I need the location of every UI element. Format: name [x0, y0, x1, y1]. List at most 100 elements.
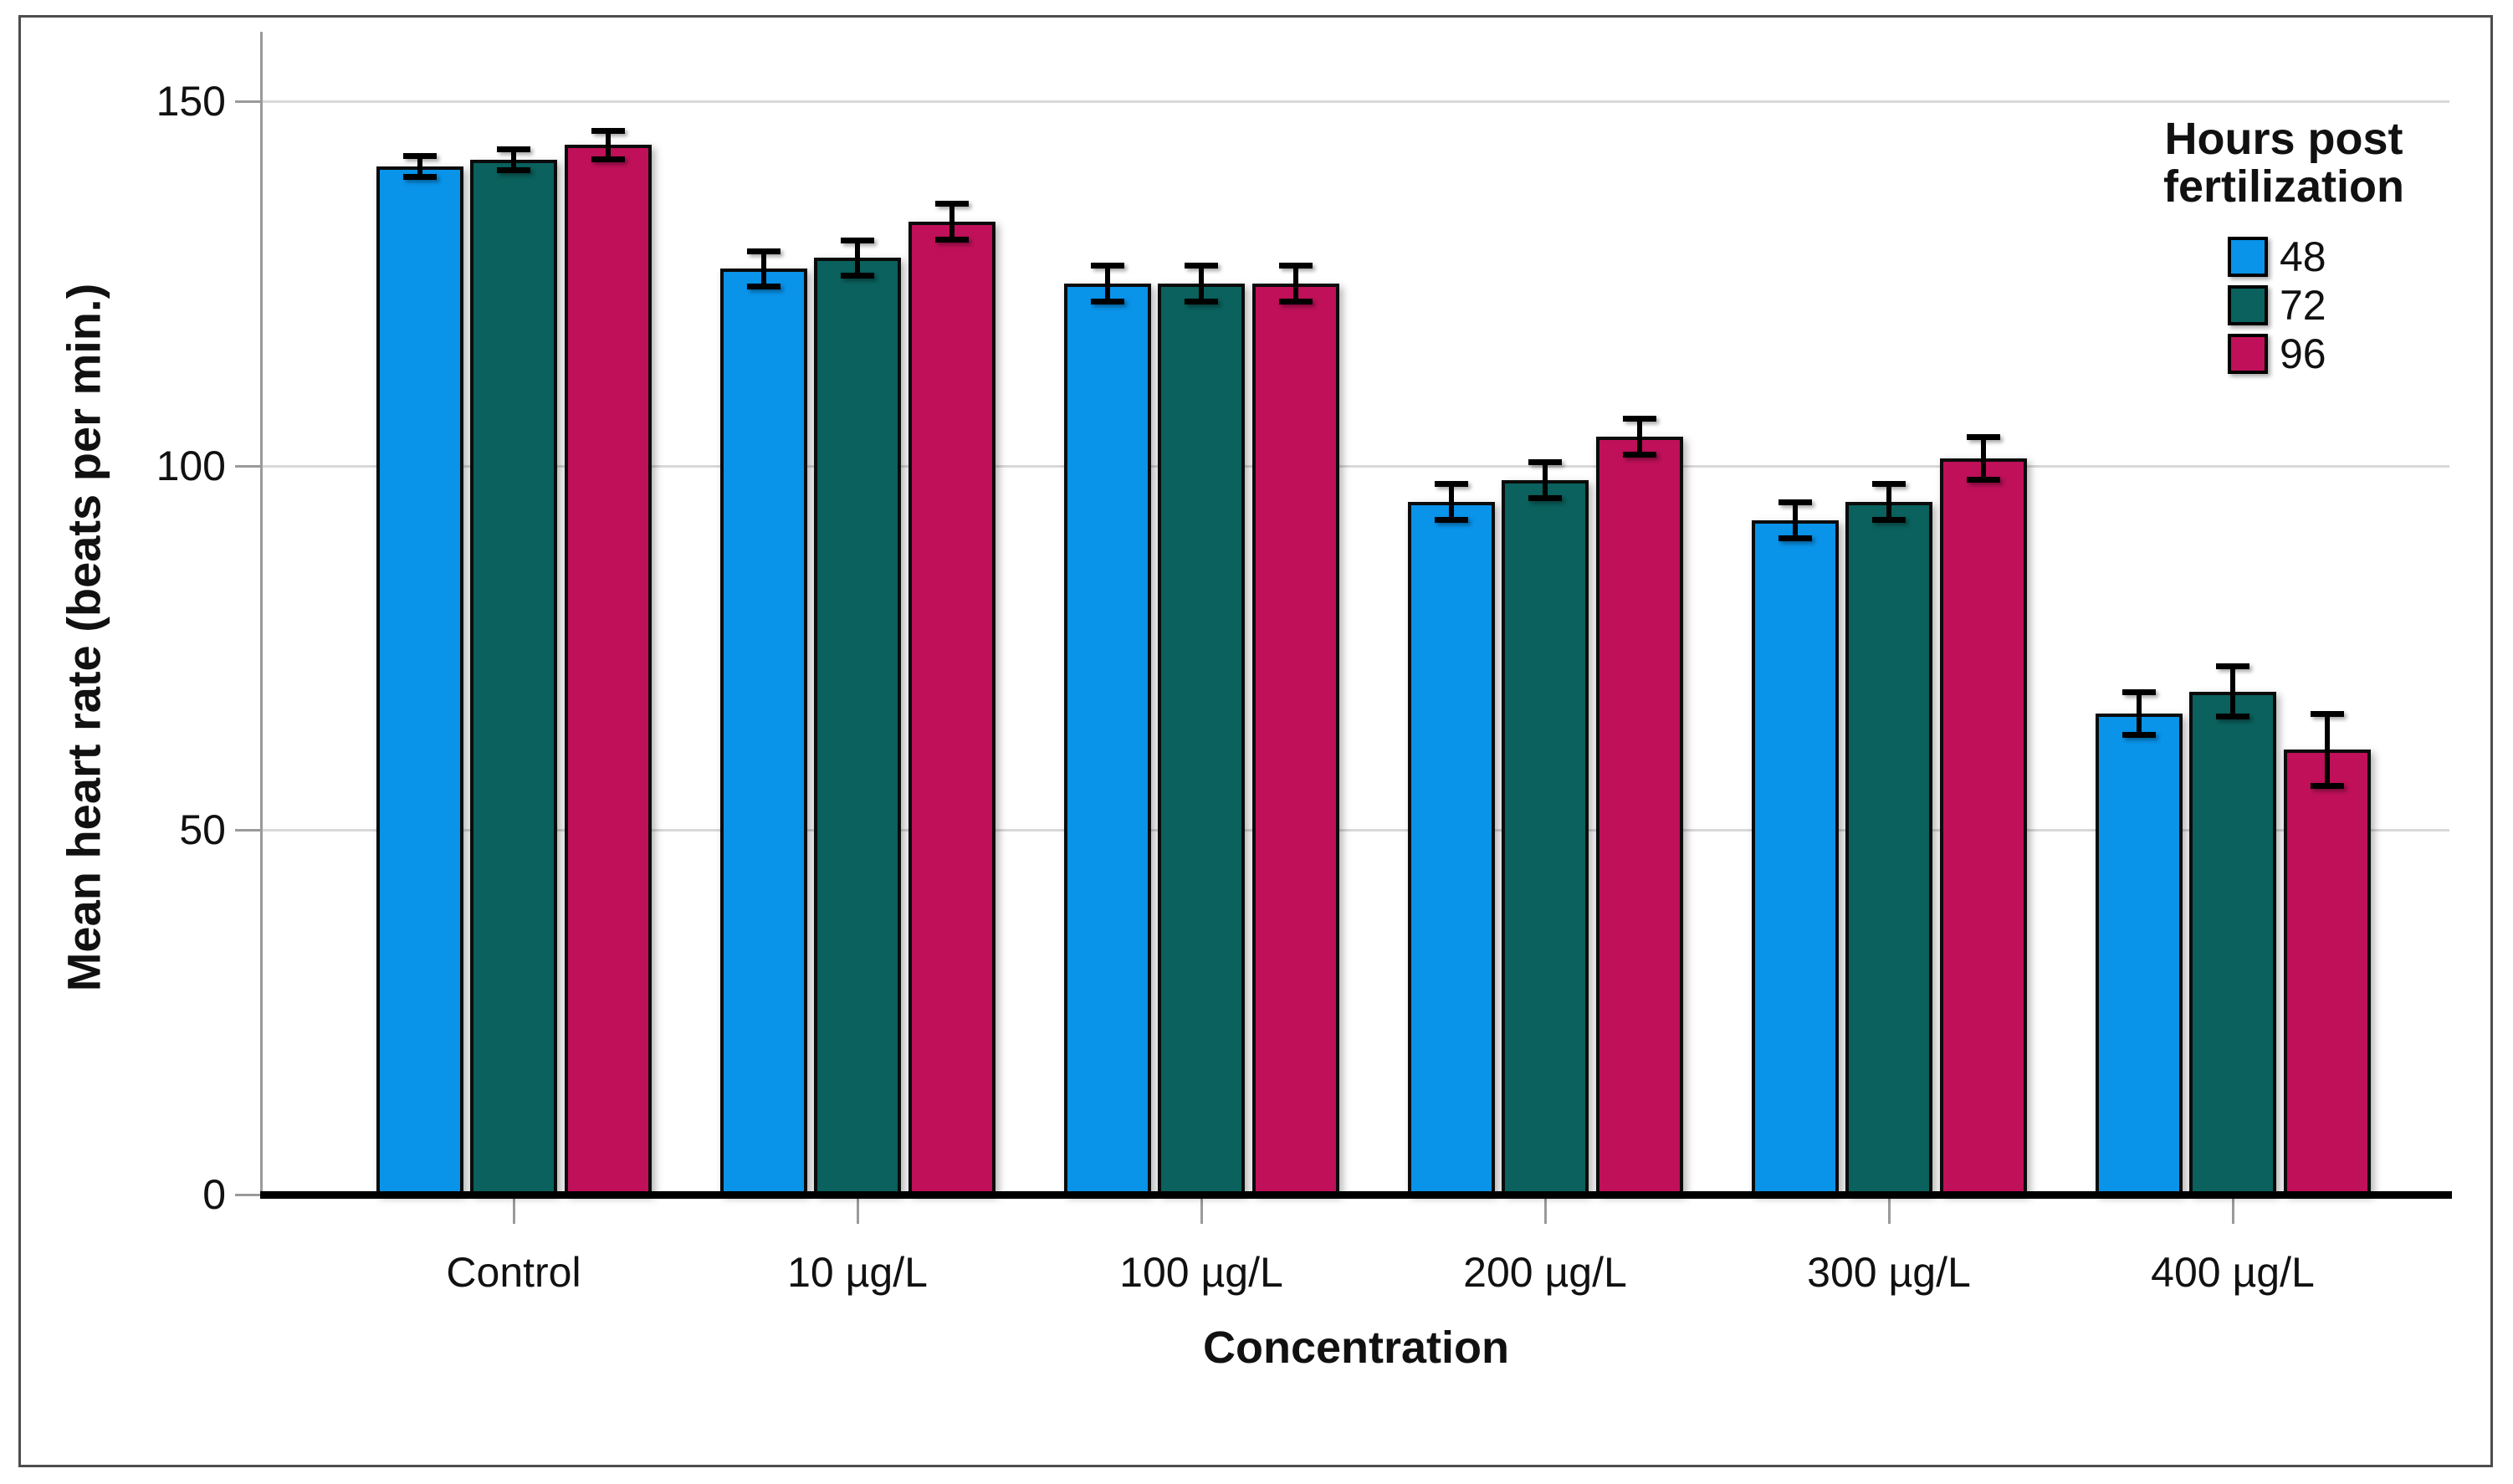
- error-bar-line: [2136, 691, 2142, 736]
- legend-item-label: 72: [2280, 282, 2326, 330]
- error-bar-cap-bottom: [1528, 494, 1562, 501]
- legend-swatch-72: [2228, 285, 2268, 326]
- error-bar-cap-bottom: [2310, 783, 2344, 790]
- legend-items: 48 72 96: [2137, 236, 2430, 375]
- bar: [1251, 283, 1339, 1195]
- error-bar-cap-bottom: [497, 166, 530, 173]
- bar: [1751, 520, 1839, 1195]
- error-bar-cap-top: [1778, 499, 1812, 506]
- error-bar-cap-bottom: [934, 236, 969, 243]
- error-bar-cap-top: [746, 248, 781, 254]
- x-tick-label: 10 µg/L: [787, 1249, 928, 1296]
- bar: [1502, 480, 1589, 1195]
- error-bar-cap-top: [841, 237, 874, 243]
- error-bar-cap-bottom: [746, 284, 781, 290]
- legend-item: 48: [2228, 236, 2430, 278]
- error-bar-cap-bottom: [1278, 298, 1313, 304]
- y-axis-line: [260, 32, 263, 1195]
- error-bar-cap-top: [591, 127, 625, 134]
- error-bar-cap-top: [1434, 481, 1468, 488]
- bar: [564, 145, 652, 1195]
- error-bar-cap-top: [1622, 416, 1656, 422]
- error-bar-line: [605, 130, 611, 160]
- gridline: [263, 829, 2449, 832]
- error-bar-line: [1980, 436, 1986, 481]
- error-bar-cap-top: [934, 200, 969, 207]
- y-tick-label: 50: [179, 806, 226, 854]
- x-tick-label: 100 µg/L: [1119, 1249, 1283, 1296]
- x-tick: [513, 1199, 515, 1224]
- error-bar-cap-top: [2216, 663, 2249, 670]
- error-bar-line: [511, 148, 516, 171]
- error-bar-cap-top: [1278, 263, 1313, 269]
- error-bar-cap-bottom: [402, 174, 437, 181]
- x-tick-label: 400 µg/L: [2151, 1249, 2315, 1296]
- bar: [1407, 502, 1495, 1195]
- error-bar-line: [1543, 462, 1548, 499]
- legend-swatch-96: [2228, 334, 2268, 375]
- x-tick: [1200, 1199, 1203, 1224]
- error-bar-line: [2324, 713, 2330, 787]
- x-tick: [1888, 1199, 1891, 1224]
- legend-title-line1: Hours post: [2164, 114, 2403, 164]
- error-bar-line: [949, 202, 955, 240]
- bar: [2189, 691, 2276, 1195]
- legend: Hours post fertilization 48 72 96: [2137, 115, 2430, 375]
- x-tick: [2232, 1199, 2234, 1224]
- x-tick-label: 200 µg/L: [1463, 1249, 1627, 1296]
- error-bar-cap-bottom: [1185, 298, 1218, 304]
- bar: [1845, 502, 1932, 1195]
- bar: [719, 269, 807, 1195]
- error-bar-cap-top: [1185, 263, 1218, 269]
- error-bar-line: [1636, 418, 1642, 455]
- y-tick: [235, 1194, 260, 1196]
- bar: [2095, 713, 2183, 1195]
- error-bar-line: [760, 250, 766, 288]
- y-tick: [235, 464, 260, 468]
- bar: [470, 159, 557, 1195]
- error-bar-line: [1199, 265, 1204, 302]
- legend-title: Hours post fertilization: [2137, 115, 2430, 211]
- legend-item-label: 96: [2280, 330, 2326, 378]
- error-bar-cap-top: [497, 146, 530, 152]
- y-tick-label: 0: [202, 1171, 226, 1218]
- error-bar-cap-bottom: [1434, 517, 1468, 524]
- error-bar-cap-top: [2121, 688, 2156, 695]
- bar: [1158, 283, 1245, 1195]
- error-bar-cap-top: [2310, 710, 2344, 717]
- y-axis-title: Mean heart rate (beats per min.): [57, 283, 110, 992]
- error-bar-cap-bottom: [1778, 535, 1812, 541]
- legend-item-label: 48: [2280, 233, 2326, 281]
- error-bar-cap-bottom: [1090, 298, 1124, 304]
- error-bar-line: [1792, 502, 1798, 539]
- error-bar-cap-bottom: [2121, 732, 2156, 739]
- error-bar-cap-top: [1090, 263, 1124, 269]
- legend-title-line2: fertilization: [2162, 161, 2404, 212]
- error-bar-cap-bottom: [1622, 451, 1656, 458]
- bar: [376, 166, 463, 1195]
- error-bar-line: [2230, 666, 2235, 718]
- y-tick-label: 100: [156, 442, 226, 489]
- bar: [908, 221, 995, 1195]
- error-bar-line: [1448, 484, 1454, 521]
- x-axis-title: Concentration: [1202, 1323, 1510, 1373]
- error-bar-line: [417, 156, 422, 178]
- y-tick: [235, 829, 260, 832]
- y-tick-label: 150: [156, 78, 226, 125]
- error-bar-cap-top: [1528, 459, 1562, 466]
- error-bar-line: [1292, 265, 1298, 302]
- x-axis-baseline: [260, 1191, 2452, 1199]
- error-bar-cap-bottom: [841, 273, 874, 279]
- gridline: [263, 100, 2449, 103]
- error-bar-cap-bottom: [591, 156, 625, 162]
- bar: [814, 258, 901, 1195]
- y-tick: [235, 100, 260, 103]
- error-bar-line: [855, 239, 860, 277]
- bar: [1063, 283, 1151, 1195]
- legend-item: 72: [2228, 284, 2430, 326]
- error-bar-cap-bottom: [2216, 714, 2249, 720]
- error-bar-cap-bottom: [1966, 477, 2000, 484]
- x-tick-label: Control: [446, 1249, 581, 1296]
